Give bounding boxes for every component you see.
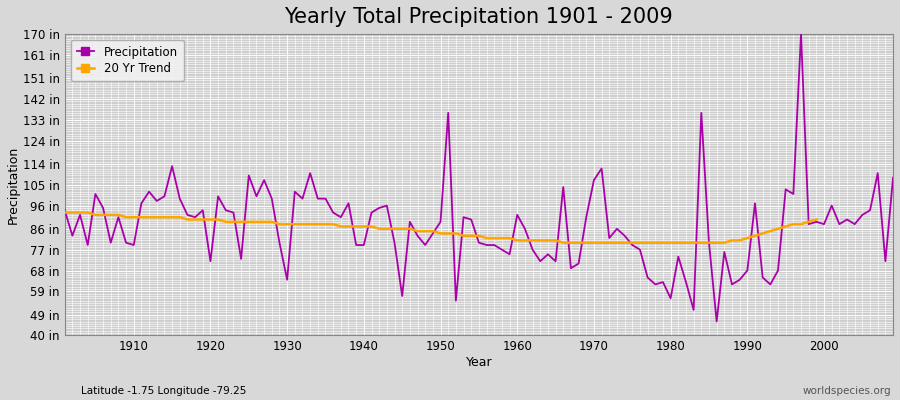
Precipitation	[887, 175, 898, 180]
Line: 20 Yr Trend: 20 Yr Trend	[65, 212, 816, 243]
X-axis label: Year: Year	[465, 356, 492, 369]
20 Yr Trend	[236, 220, 247, 224]
Precipitation	[290, 189, 301, 194]
20 Yr Trend	[435, 231, 446, 236]
Precipitation	[59, 208, 70, 213]
20 Yr Trend	[458, 233, 469, 238]
Precipitation	[604, 236, 615, 240]
20 Yr Trend	[59, 210, 70, 215]
20 Yr Trend	[811, 217, 822, 222]
Precipitation	[512, 212, 523, 217]
Precipitation	[711, 319, 722, 324]
20 Yr Trend	[258, 220, 269, 224]
Text: worldspecies.org: worldspecies.org	[803, 386, 891, 396]
20 Yr Trend	[290, 222, 301, 226]
Precipitation	[121, 240, 131, 245]
Precipitation	[336, 215, 346, 220]
Y-axis label: Precipitation: Precipitation	[7, 146, 20, 224]
20 Yr Trend	[658, 240, 669, 245]
Text: Latitude -1.75 Longitude -79.25: Latitude -1.75 Longitude -79.25	[81, 386, 247, 396]
Title: Yearly Total Precipitation 1901 - 2009: Yearly Total Precipitation 1901 - 2009	[284, 7, 673, 27]
Precipitation	[796, 32, 806, 36]
20 Yr Trend	[558, 240, 569, 245]
Legend: Precipitation, 20 Yr Trend: Precipitation, 20 Yr Trend	[70, 40, 184, 81]
Line: Precipitation: Precipitation	[65, 34, 893, 322]
Precipitation	[504, 252, 515, 257]
